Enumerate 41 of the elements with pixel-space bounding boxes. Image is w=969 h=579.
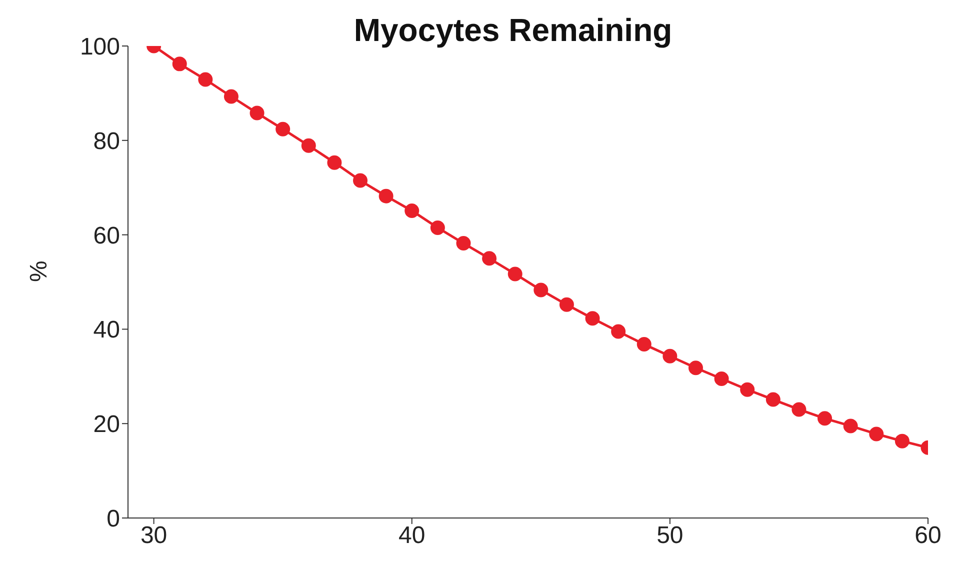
point (456, 236, 471, 251)
y-tick-label: 80 (93, 128, 120, 155)
point (430, 220, 445, 235)
point (276, 122, 290, 136)
point (172, 56, 187, 72)
x-tick-label: 50 (656, 522, 684, 550)
point (404, 203, 420, 218)
point (327, 155, 342, 170)
point (482, 251, 497, 266)
point (688, 360, 703, 376)
point (224, 89, 238, 104)
x-tick-label: 40 (398, 522, 426, 550)
point (740, 382, 755, 397)
point (714, 372, 729, 386)
point (508, 266, 522, 282)
point (818, 411, 832, 426)
point (559, 297, 574, 312)
point (353, 173, 368, 188)
point (585, 311, 600, 326)
y-tick-label: 0 (106, 506, 120, 533)
x-tick-label: 60 (914, 522, 942, 550)
point (766, 392, 780, 407)
y-tick-label: 40 (93, 316, 120, 344)
point (662, 348, 678, 364)
y-tick-label: 100 (80, 34, 120, 61)
point (198, 72, 213, 87)
point (301, 138, 316, 153)
point (611, 324, 626, 339)
point (250, 106, 264, 120)
point (792, 402, 806, 417)
point (843, 418, 858, 434)
x-tick-label: 30 (140, 522, 168, 550)
y-tick-label: 60 (93, 222, 120, 250)
point (894, 434, 910, 448)
point (534, 282, 548, 298)
y-tick-label: 20 (93, 411, 120, 438)
point (378, 188, 394, 204)
y-axis-title: % (26, 260, 53, 282)
chart-title: Myocytes Remaining (354, 12, 672, 48)
point (636, 337, 652, 352)
point (869, 426, 884, 442)
